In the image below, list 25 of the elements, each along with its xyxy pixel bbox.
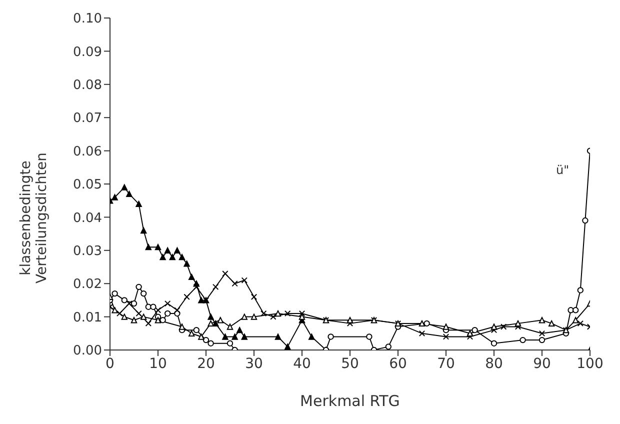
y-tick-label: 0.04	[73, 210, 102, 226]
y-tick-label: 0.09	[73, 44, 102, 60]
y-tick-label: 0.06	[73, 144, 102, 160]
annotation: ü"	[556, 163, 570, 177]
y-tick-label: 0.07	[73, 111, 102, 126]
x-tick-label: 90	[533, 356, 551, 372]
y-tick-label: 0.05	[73, 178, 102, 193]
x-tick-label: 50	[341, 356, 359, 372]
y-tick-label: 0.03	[73, 244, 102, 260]
x-tick-label: 80	[485, 356, 503, 372]
x-tick-label: 20	[197, 356, 215, 372]
x-tick-label: 60	[389, 356, 407, 372]
x-tick-label: 70	[437, 356, 455, 372]
y-tick-label: 0.10	[73, 12, 102, 27]
y-axis-title: klassenbedingte Verteilungsdichten	[18, 152, 50, 284]
x-tick-label: 40	[293, 356, 311, 372]
x-tick-label: 30	[245, 356, 263, 372]
y-tick-label: 0.00	[73, 344, 102, 359]
x-tick-label: 100	[576, 356, 604, 372]
y-tick-label: 0.08	[73, 78, 102, 94]
x-tick-label: 10	[149, 356, 167, 372]
x-axis-title: Merkmal RTG	[300, 392, 400, 410]
y-tick-label: 0.01	[73, 310, 102, 326]
x-tick-label: 0	[106, 356, 114, 372]
y-tick-label: 0.02	[73, 277, 102, 292]
